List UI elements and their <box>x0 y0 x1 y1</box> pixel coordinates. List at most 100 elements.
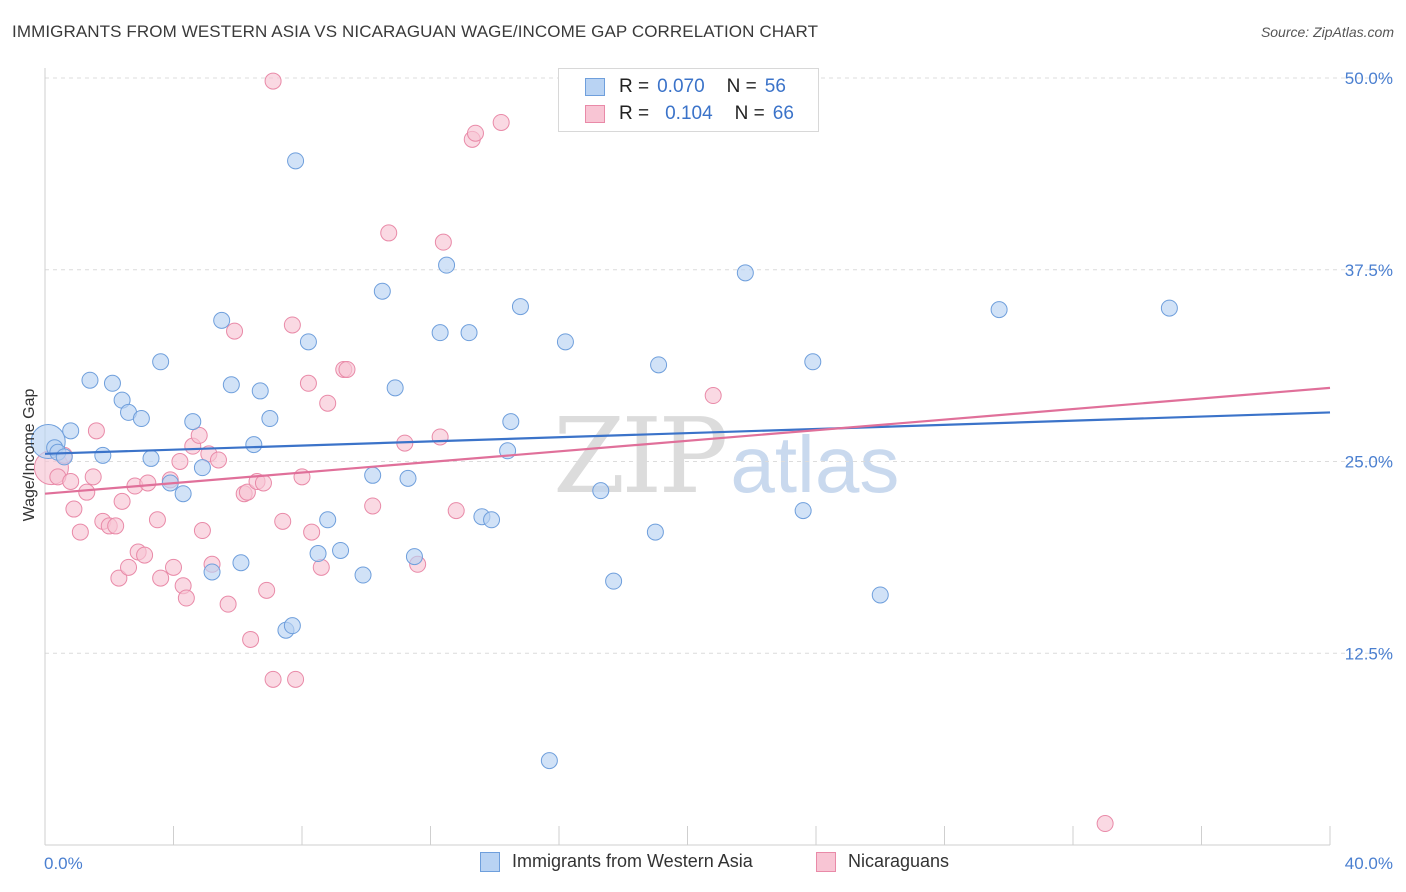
nicaraguans-point <box>190 426 208 444</box>
y-axis-label: Wage/Income Gap <box>21 389 38 522</box>
nicaraguans-point <box>78 483 96 501</box>
nicaraguans-point <box>107 517 125 535</box>
western-asia-point <box>309 545 327 563</box>
western-asia-point <box>62 422 80 440</box>
nicaraguans-point <box>87 422 105 440</box>
nicaraguans-point <box>447 502 465 520</box>
western-asia-point <box>438 256 456 274</box>
western-asia-point <box>184 413 202 431</box>
nicaraguans-point <box>110 569 128 587</box>
nicaraguans-point <box>177 589 195 607</box>
western-asia-point <box>94 446 112 464</box>
western-asia-point <box>81 371 99 389</box>
nicaraguans-point <box>254 474 272 492</box>
western-asia-points <box>30 152 1178 770</box>
nicaraguans-point <box>338 360 356 378</box>
western-asia-point <box>871 586 889 604</box>
western-asia-point <box>364 466 382 484</box>
western-asia-point <box>592 482 610 500</box>
western-asia-point <box>299 333 317 351</box>
nicaraguans-point <box>380 224 398 242</box>
series-swatch-blue <box>480 851 500 872</box>
western-asia-point <box>990 301 1008 319</box>
nicaraguans-point <box>264 72 282 90</box>
nicaraguans-point <box>319 394 337 412</box>
western-asia-point <box>103 374 121 392</box>
nicaraguans-point <box>113 492 131 510</box>
western-asia-point <box>152 353 170 371</box>
western-asia-point <box>261 410 279 428</box>
series-label: Immigrants from Western Asia <box>512 851 753 871</box>
western-asia-point <box>405 548 423 566</box>
y-tick-label: 12.5% <box>1345 644 1393 663</box>
western-asia-point <box>540 752 558 770</box>
correlation-legend: R = 0.070 N = 56 R = 0.104 N = 66 <box>558 68 819 132</box>
nicaraguans-point <box>120 558 138 576</box>
legend-row-nicaraguans: R = 0.104 N = 66 <box>585 102 794 126</box>
legend-n-label: N = <box>734 103 765 124</box>
legend-r-label: R = <box>619 76 650 97</box>
western-asia-point <box>232 554 250 572</box>
western-asia-point <box>804 353 822 371</box>
western-asia-point <box>132 410 150 428</box>
western-asia-point <box>373 282 391 300</box>
nicaraguans-point <box>303 523 321 541</box>
legend-row-western-asia: R = 0.070 N = 56 <box>585 75 786 99</box>
western-asia-point <box>287 152 305 170</box>
series-legend-western-asia[interactable]: Immigrants from Western Asia <box>480 851 753 872</box>
legend-r-value: 0.070 <box>657 76 705 97</box>
western-asia-point <box>650 356 668 374</box>
western-asia-point <box>646 523 664 541</box>
nicaraguans-points <box>33 72 1114 833</box>
nicaraguans-point <box>171 453 189 470</box>
y-tick-label: 50.0% <box>1345 69 1393 88</box>
nicaraguans-point <box>283 316 301 334</box>
nicaraguans-point <box>136 546 154 564</box>
western-asia-trend-line <box>44 411 1331 455</box>
nicaraguans-point <box>139 474 157 492</box>
nicaraguans-point <box>209 451 227 469</box>
western-asia-point <box>203 563 221 581</box>
x-tick-label-max: 40.0% <box>1345 854 1393 873</box>
nicaraguans-point <box>226 322 244 340</box>
legend-r-value: 0.104 <box>665 103 713 124</box>
nicaraguans-point <box>287 670 305 688</box>
western-asia-point <box>319 511 337 529</box>
legend-n-value: 66 <box>772 103 794 124</box>
tick-labels: 12.5% 25.0% 37.5% 50.0% 0.0% 40.0% <box>44 69 1393 873</box>
nicaraguans-point <box>704 387 722 405</box>
nicaraguans-point <box>165 558 182 576</box>
western-asia-point <box>386 379 404 397</box>
series-legend-nicaraguans[interactable]: Nicaraguans <box>816 851 949 872</box>
legend-n-label: N = <box>726 76 757 97</box>
y-tick-label: 25.0% <box>1345 453 1393 472</box>
western-asia-point <box>399 469 417 487</box>
western-asia-point <box>1160 299 1178 317</box>
western-asia-point <box>142 449 160 467</box>
western-asia-point <box>736 264 754 282</box>
nicaraguans-point <box>492 113 510 131</box>
watermark-zip: ZIP <box>553 395 728 517</box>
source-label: Source: ZipAtlas.com <box>1260 24 1394 40</box>
nicaraguans-point <box>65 500 83 518</box>
nicaraguans-point <box>466 124 484 142</box>
nicaraguans-point <box>193 522 211 540</box>
nicaraguans-point <box>84 468 102 486</box>
nicaraguans-point <box>364 497 382 515</box>
western-asia-point <box>483 511 501 529</box>
western-asia-point <box>245 436 263 454</box>
series-swatch-pink <box>816 851 836 872</box>
series-legend: Immigrants from Western Asia Nicaraguans <box>0 851 1406 877</box>
nicaraguans-point <box>258 581 276 599</box>
western-asia-point <box>222 376 240 394</box>
western-asia-point <box>460 324 478 342</box>
western-asia-point <box>55 448 73 466</box>
nicaraguans-point <box>299 374 317 392</box>
western-asia-point <box>213 311 231 329</box>
legend-r-label: R = <box>619 103 650 124</box>
nicaraguans-point <box>219 595 237 613</box>
nicaraguans-point <box>274 512 292 530</box>
nicaraguans-point <box>242 630 260 648</box>
western-asia-point <box>605 572 623 590</box>
western-asia-point <box>174 485 192 503</box>
